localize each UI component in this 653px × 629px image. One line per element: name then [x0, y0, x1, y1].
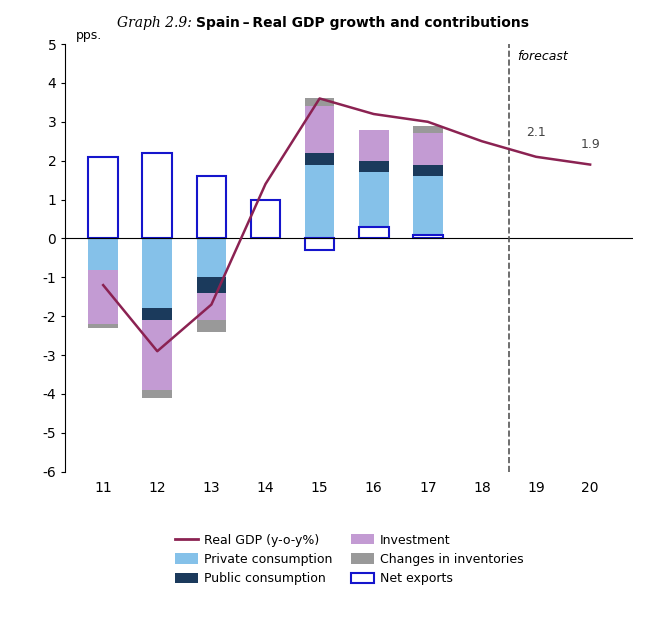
- Bar: [197, 176, 227, 238]
- Bar: [305, 153, 334, 165]
- Bar: [88, 270, 118, 324]
- Bar: [413, 176, 443, 238]
- Bar: [142, 390, 172, 398]
- Bar: [88, 238, 118, 270]
- Bar: [305, 106, 334, 153]
- Legend: Real GDP (y-o-y%), Private consumption, Public consumption, Investment, Changes : Real GDP (y-o-y%), Private consumption, …: [175, 533, 524, 585]
- Bar: [358, 172, 389, 238]
- Bar: [305, 99, 334, 106]
- Bar: [413, 235, 443, 238]
- Text: Spain – Real GDP growth and contributions: Spain – Real GDP growth and contribution…: [196, 16, 529, 30]
- Bar: [142, 153, 172, 238]
- Bar: [142, 238, 172, 308]
- Bar: [358, 227, 389, 238]
- Bar: [197, 277, 227, 293]
- Bar: [197, 238, 227, 277]
- Bar: [88, 324, 118, 328]
- Text: pps.: pps.: [76, 29, 103, 42]
- Bar: [251, 203, 280, 238]
- Bar: [88, 157, 118, 238]
- Bar: [197, 320, 227, 331]
- Text: Graph 2.9:: Graph 2.9:: [117, 16, 196, 30]
- Bar: [358, 130, 389, 160]
- Bar: [197, 293, 227, 320]
- Bar: [413, 133, 443, 165]
- Bar: [142, 308, 172, 320]
- Bar: [251, 199, 280, 238]
- Bar: [358, 160, 389, 172]
- Text: forecast: forecast: [517, 50, 568, 63]
- Text: 2.1: 2.1: [526, 126, 546, 139]
- Bar: [305, 165, 334, 238]
- Bar: [142, 320, 172, 390]
- Text: 1.9: 1.9: [581, 138, 600, 151]
- Bar: [305, 238, 334, 250]
- Bar: [413, 126, 443, 133]
- Bar: [413, 165, 443, 176]
